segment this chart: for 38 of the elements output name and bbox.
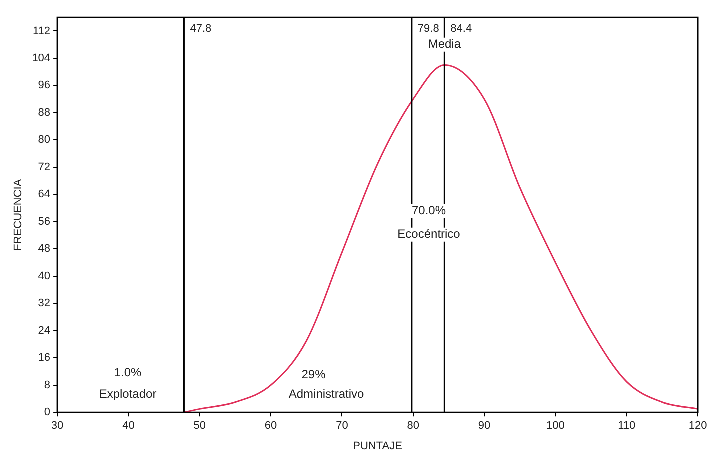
annotation: Media <box>428 37 462 52</box>
ref-line-label: 84.4 <box>450 23 472 36</box>
y-tick-label: 72 <box>38 161 51 174</box>
x-tick-label: 90 <box>478 420 491 432</box>
ref-line-label: 79.8 <box>418 23 440 36</box>
y-tick-label: 56 <box>38 216 51 228</box>
annotation: 1.0% <box>114 365 142 380</box>
annotation: 29% <box>302 367 326 382</box>
y-tick-label: 80 <box>38 134 51 146</box>
y-tick-label: 112 <box>33 25 51 38</box>
x-tick-label: 80 <box>407 420 420 432</box>
x-tick-label: 70 <box>336 420 348 432</box>
y-tick-label: 32 <box>38 298 51 310</box>
y-tick-label: 104 <box>32 52 51 64</box>
x-tick-label: 40 <box>122 420 135 432</box>
x-tick-label: 60 <box>264 420 278 432</box>
annotation: Explotador <box>99 387 157 402</box>
y-tick-label: 8 <box>44 379 51 392</box>
x-tick-label: 30 <box>51 420 64 432</box>
annotation: Administrativo <box>288 387 365 402</box>
y-tick-label: 64 <box>38 188 51 201</box>
x-axis-title: PUNTAJE <box>353 440 402 452</box>
annotation: 70.0% <box>412 203 446 218</box>
y-tick-label: 48 <box>38 243 51 256</box>
y-tick-label: 40 <box>38 270 51 282</box>
y-tick-label: 96 <box>38 80 51 92</box>
y-tick-label: 16 <box>38 352 51 364</box>
ref-line-label: 47.8 <box>190 23 212 36</box>
annotation: Ecocéntrico <box>398 227 461 242</box>
y-tick-label: 88 <box>38 106 51 119</box>
x-tick-label: 50 <box>194 420 206 432</box>
line-series <box>183 64 698 413</box>
y-tick-label: 24 <box>38 324 51 337</box>
x-tick-label: 110 <box>618 420 636 432</box>
x-tick-label: 120 <box>688 420 708 432</box>
y-axis-title: FRECUENCIA <box>12 178 25 251</box>
y-tick-label: 0 <box>44 406 51 419</box>
x-tick-label: 100 <box>546 420 565 432</box>
